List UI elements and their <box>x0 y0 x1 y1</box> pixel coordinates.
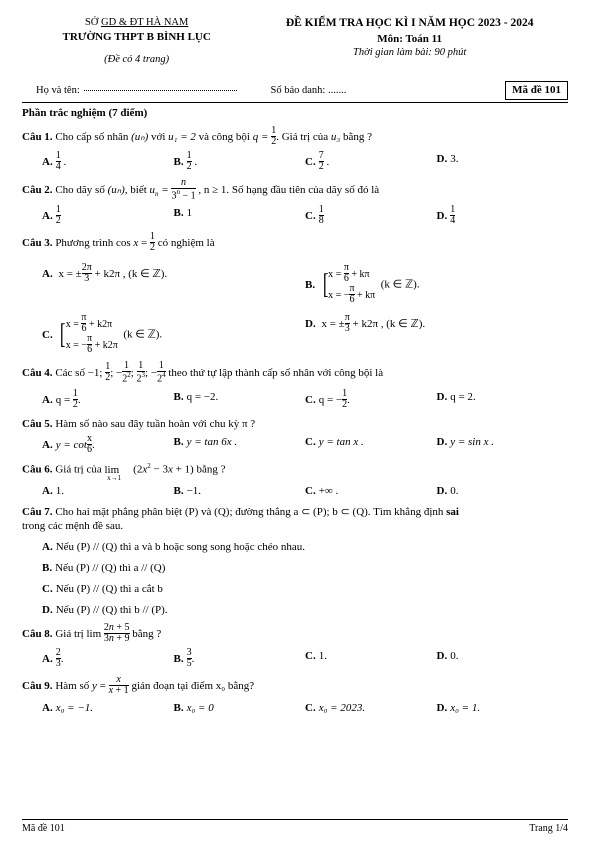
school: TRƯỜNG THPT B BÌNH LỤC <box>62 30 210 45</box>
header: SỞ GD & ĐT HÀ NAM TRƯỜNG THPT B BÌNH LỤC… <box>22 16 568 67</box>
separator <box>22 102 568 103</box>
page-note: (Đề có 4 trang) <box>104 53 169 67</box>
section-title: Phần trắc nghiệm (7 điểm) <box>22 106 568 121</box>
question-6: Câu 6. Giá trị của limx→1(2x2 − 3x + 1) … <box>22 462 568 498</box>
question-8: Câu 8. Giá trị lim 2n + 53n + 9 bằng ? A… <box>22 624 568 670</box>
sbd-label: Số báo danh: ....... <box>271 84 347 98</box>
name-dots <box>84 90 237 91</box>
question-9: Câu 9. Hàm số y = xx + 1 gián đoạn tại đ… <box>22 676 568 716</box>
question-1: Câu 1. Cho cấp số nhân (uₙ) với u₁ = 2 v… <box>22 127 568 173</box>
duration: Thời gian làm bài: 90 phút <box>353 46 466 60</box>
footer-right: Trang 1/4 <box>529 822 568 836</box>
footer: Mã đề 101 Trang 1/4 <box>22 819 568 836</box>
question-7: Câu 7. Cho hai mặt phẳng phân biệt (P) v… <box>22 505 568 618</box>
footer-left: Mã đề 101 <box>22 822 65 836</box>
dept: SỞ GD & ĐT HÀ NAM <box>85 16 188 30</box>
subject: Môn: Toán 11 <box>377 32 442 47</box>
student-row: Họ và tên: Số báo danh: ....... Mã đề 10… <box>22 81 568 100</box>
question-3: Câu 3. Phương trình cos x = 12 có nghiệm… <box>22 233 568 356</box>
question-5: Câu 5. Hàm số nào sau đây tuần hoàn với … <box>22 417 568 457</box>
made-box: Mã đề 101 <box>505 81 568 100</box>
question-4: Câu 4. Các số −1; 12; −122; 123; −124 th… <box>22 362 568 410</box>
name-label: Họ và tên: <box>36 84 80 98</box>
question-2: Câu 2. Cho dãy số (uₙ), biết un = n3n − … <box>22 179 568 227</box>
exam-page: SỞ GD & ĐT HÀ NAM TRƯỜNG THPT B BÌNH LỤC… <box>0 0 590 843</box>
exam-title: ĐỀ KIỂM TRA HỌC KÌ I NĂM HỌC 2023 - 2024 <box>286 16 534 32</box>
